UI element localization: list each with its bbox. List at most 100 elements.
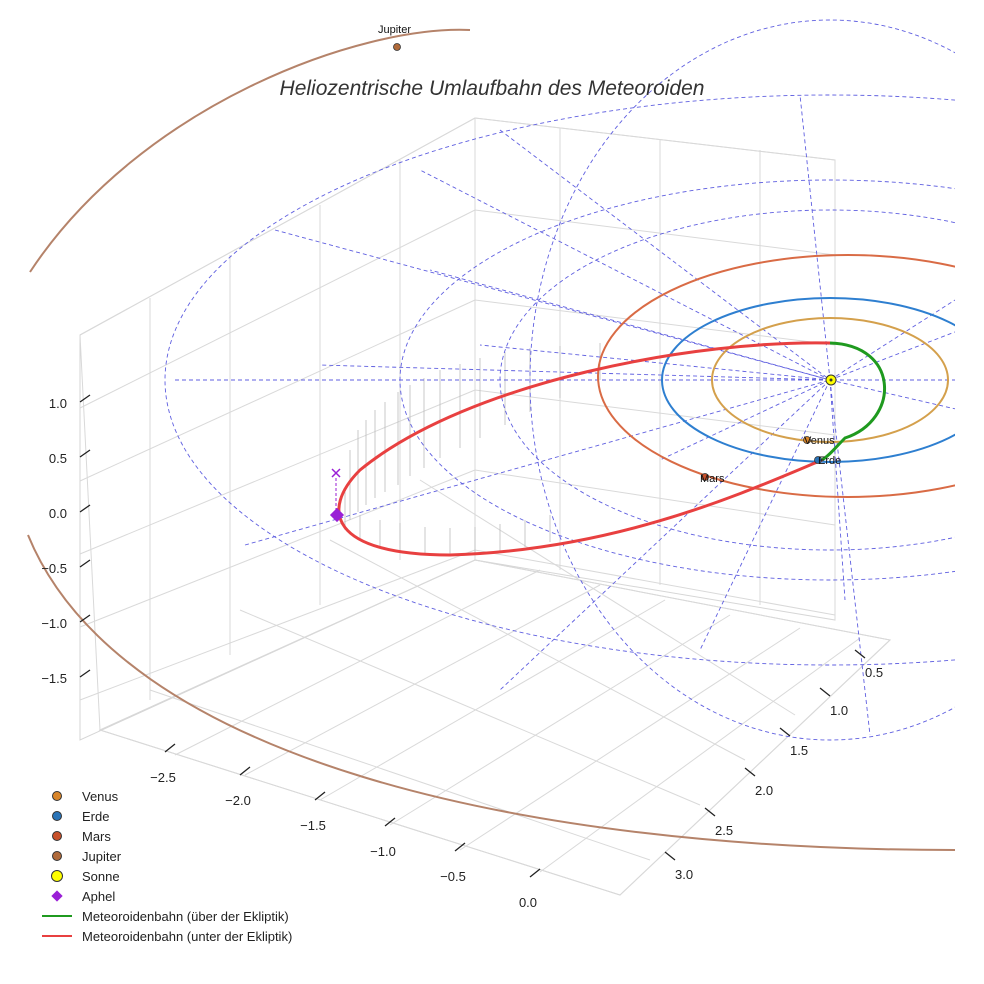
- grid-line: [149, 689, 651, 861]
- legend-label: Meteoroidenbahn (unter der Ekliptik): [82, 928, 293, 944]
- grid-line: [474, 299, 836, 346]
- legend-item: Sonne: [40, 866, 292, 886]
- grid-line: [99, 729, 621, 896]
- mars-label: Mars: [700, 473, 725, 485]
- grid-line: [79, 469, 476, 628]
- legend-item: Meteoroidenbahn (unter der Ekliptik): [40, 926, 292, 946]
- grid-line: [329, 539, 746, 761]
- legend-item: Mars: [40, 826, 292, 846]
- legend-item: Erde: [40, 806, 292, 826]
- ecliptic-ring: [499, 209, 955, 551]
- z-axis-line: [79, 334, 101, 731]
- x-tick: [314, 791, 326, 801]
- earth-label: Erde: [818, 455, 841, 467]
- z-tick: [79, 559, 91, 568]
- y-tick-label: 1.0: [830, 703, 848, 718]
- ecliptic-ring: [529, 19, 955, 741]
- y-tick-label: 3.0: [675, 867, 693, 882]
- x-tick-label: −1.5: [300, 818, 326, 833]
- z-tick-label: −0.5: [41, 561, 67, 576]
- legend-label: Meteoroidenbahn (über der Ekliptik): [82, 908, 289, 924]
- legend-label: Jupiter: [82, 848, 122, 864]
- z-tick-label: 0.5: [49, 451, 67, 466]
- grid-line: [474, 559, 891, 641]
- grid-line: [474, 209, 836, 256]
- legend-item: Jupiter: [40, 846, 292, 866]
- grid-line: [79, 299, 476, 482]
- x-tick: [454, 842, 466, 852]
- ecliptic-radial-line: [699, 379, 831, 651]
- legend-marker: [40, 788, 74, 804]
- ecliptic-radial-line: [659, 379, 831, 461]
- earth-marker: [814, 456, 822, 464]
- x-tick-label: −2.0: [225, 793, 251, 808]
- ecliptic-radial-line: [429, 269, 831, 381]
- ecliptic-axis-line: [499, 129, 831, 381]
- ecliptic-radial-line: [319, 364, 831, 381]
- earth-orbit: [661, 297, 955, 463]
- x-tick: [239, 766, 251, 776]
- z-tick: [79, 449, 91, 458]
- z-tick-label: 1.0: [49, 396, 67, 411]
- jupiter-marker: [393, 43, 401, 51]
- y-tick: [854, 649, 866, 659]
- legend-marker: [40, 848, 74, 864]
- ecliptic-radial-line: [829, 331, 955, 381]
- mars-orbit: [597, 254, 955, 498]
- jupiter-label: Jupiter: [378, 24, 411, 36]
- grid-line: [79, 209, 476, 409]
- x-tick: [529, 868, 541, 878]
- z-tick: [79, 614, 91, 623]
- legend-item: Aphel: [40, 886, 292, 906]
- y-tick-label: 1.5: [790, 743, 808, 758]
- grid-line: [239, 609, 701, 806]
- legend-item: Meteoroidenbahn (über der Ekliptik): [40, 906, 292, 926]
- grid-line: [539, 637, 861, 873]
- legend-marker: [40, 908, 74, 924]
- grid-line: [174, 569, 541, 756]
- ecliptic-radial-line: [829, 379, 955, 410]
- venus-label: Venus: [804, 435, 835, 447]
- grid-line: [474, 389, 836, 436]
- y-tick: [779, 727, 791, 737]
- y-tick: [704, 807, 716, 817]
- legend-marker: [40, 928, 74, 944]
- aphel-projection-x: [331, 468, 341, 478]
- z-tick-label: −1.5: [41, 671, 67, 686]
- grid-line: [319, 599, 666, 801]
- z-tick-label: 0.0: [49, 506, 67, 521]
- x-tick: [164, 743, 176, 753]
- x-tick-label: 0.0: [519, 895, 537, 910]
- grid-line: [99, 559, 476, 731]
- sun-center: [829, 378, 833, 382]
- axes-grid: [79, 117, 892, 896]
- grid-line: [389, 614, 731, 826]
- legend-label: Aphel: [82, 888, 116, 904]
- grid-line: [474, 469, 836, 526]
- legend-marker: [40, 808, 74, 824]
- legend-item: Venus: [40, 786, 292, 806]
- y-tick: [744, 767, 756, 777]
- projection-stems: [344, 343, 601, 556]
- ecliptic-radial-line: [479, 344, 831, 381]
- ecliptic-radial-line: [829, 379, 846, 601]
- grid-line: [79, 389, 476, 555]
- z-tick-label: −1.0: [41, 616, 67, 631]
- ecliptic-axis-line: [244, 379, 831, 546]
- z-tick: [79, 669, 91, 678]
- legend-label: Erde: [82, 808, 110, 824]
- x-tick-label: −1.0: [370, 844, 396, 859]
- ecliptic-radial-line: [499, 379, 831, 691]
- ecliptic-axis-line: [274, 229, 831, 381]
- grid-line: [459, 627, 801, 851]
- grid-line: [474, 549, 836, 616]
- y-tick-label: 0.5: [865, 665, 883, 680]
- legend-marker: [40, 828, 74, 844]
- x-tick: [384, 817, 396, 827]
- ecliptic-radial-line: [829, 379, 871, 736]
- legend-label: Sonne: [82, 868, 120, 884]
- legend-label: Mars: [82, 828, 111, 844]
- venus-orbit: [711, 317, 949, 443]
- venus-marker: [803, 436, 811, 444]
- x-tick-label: −2.5: [150, 770, 176, 785]
